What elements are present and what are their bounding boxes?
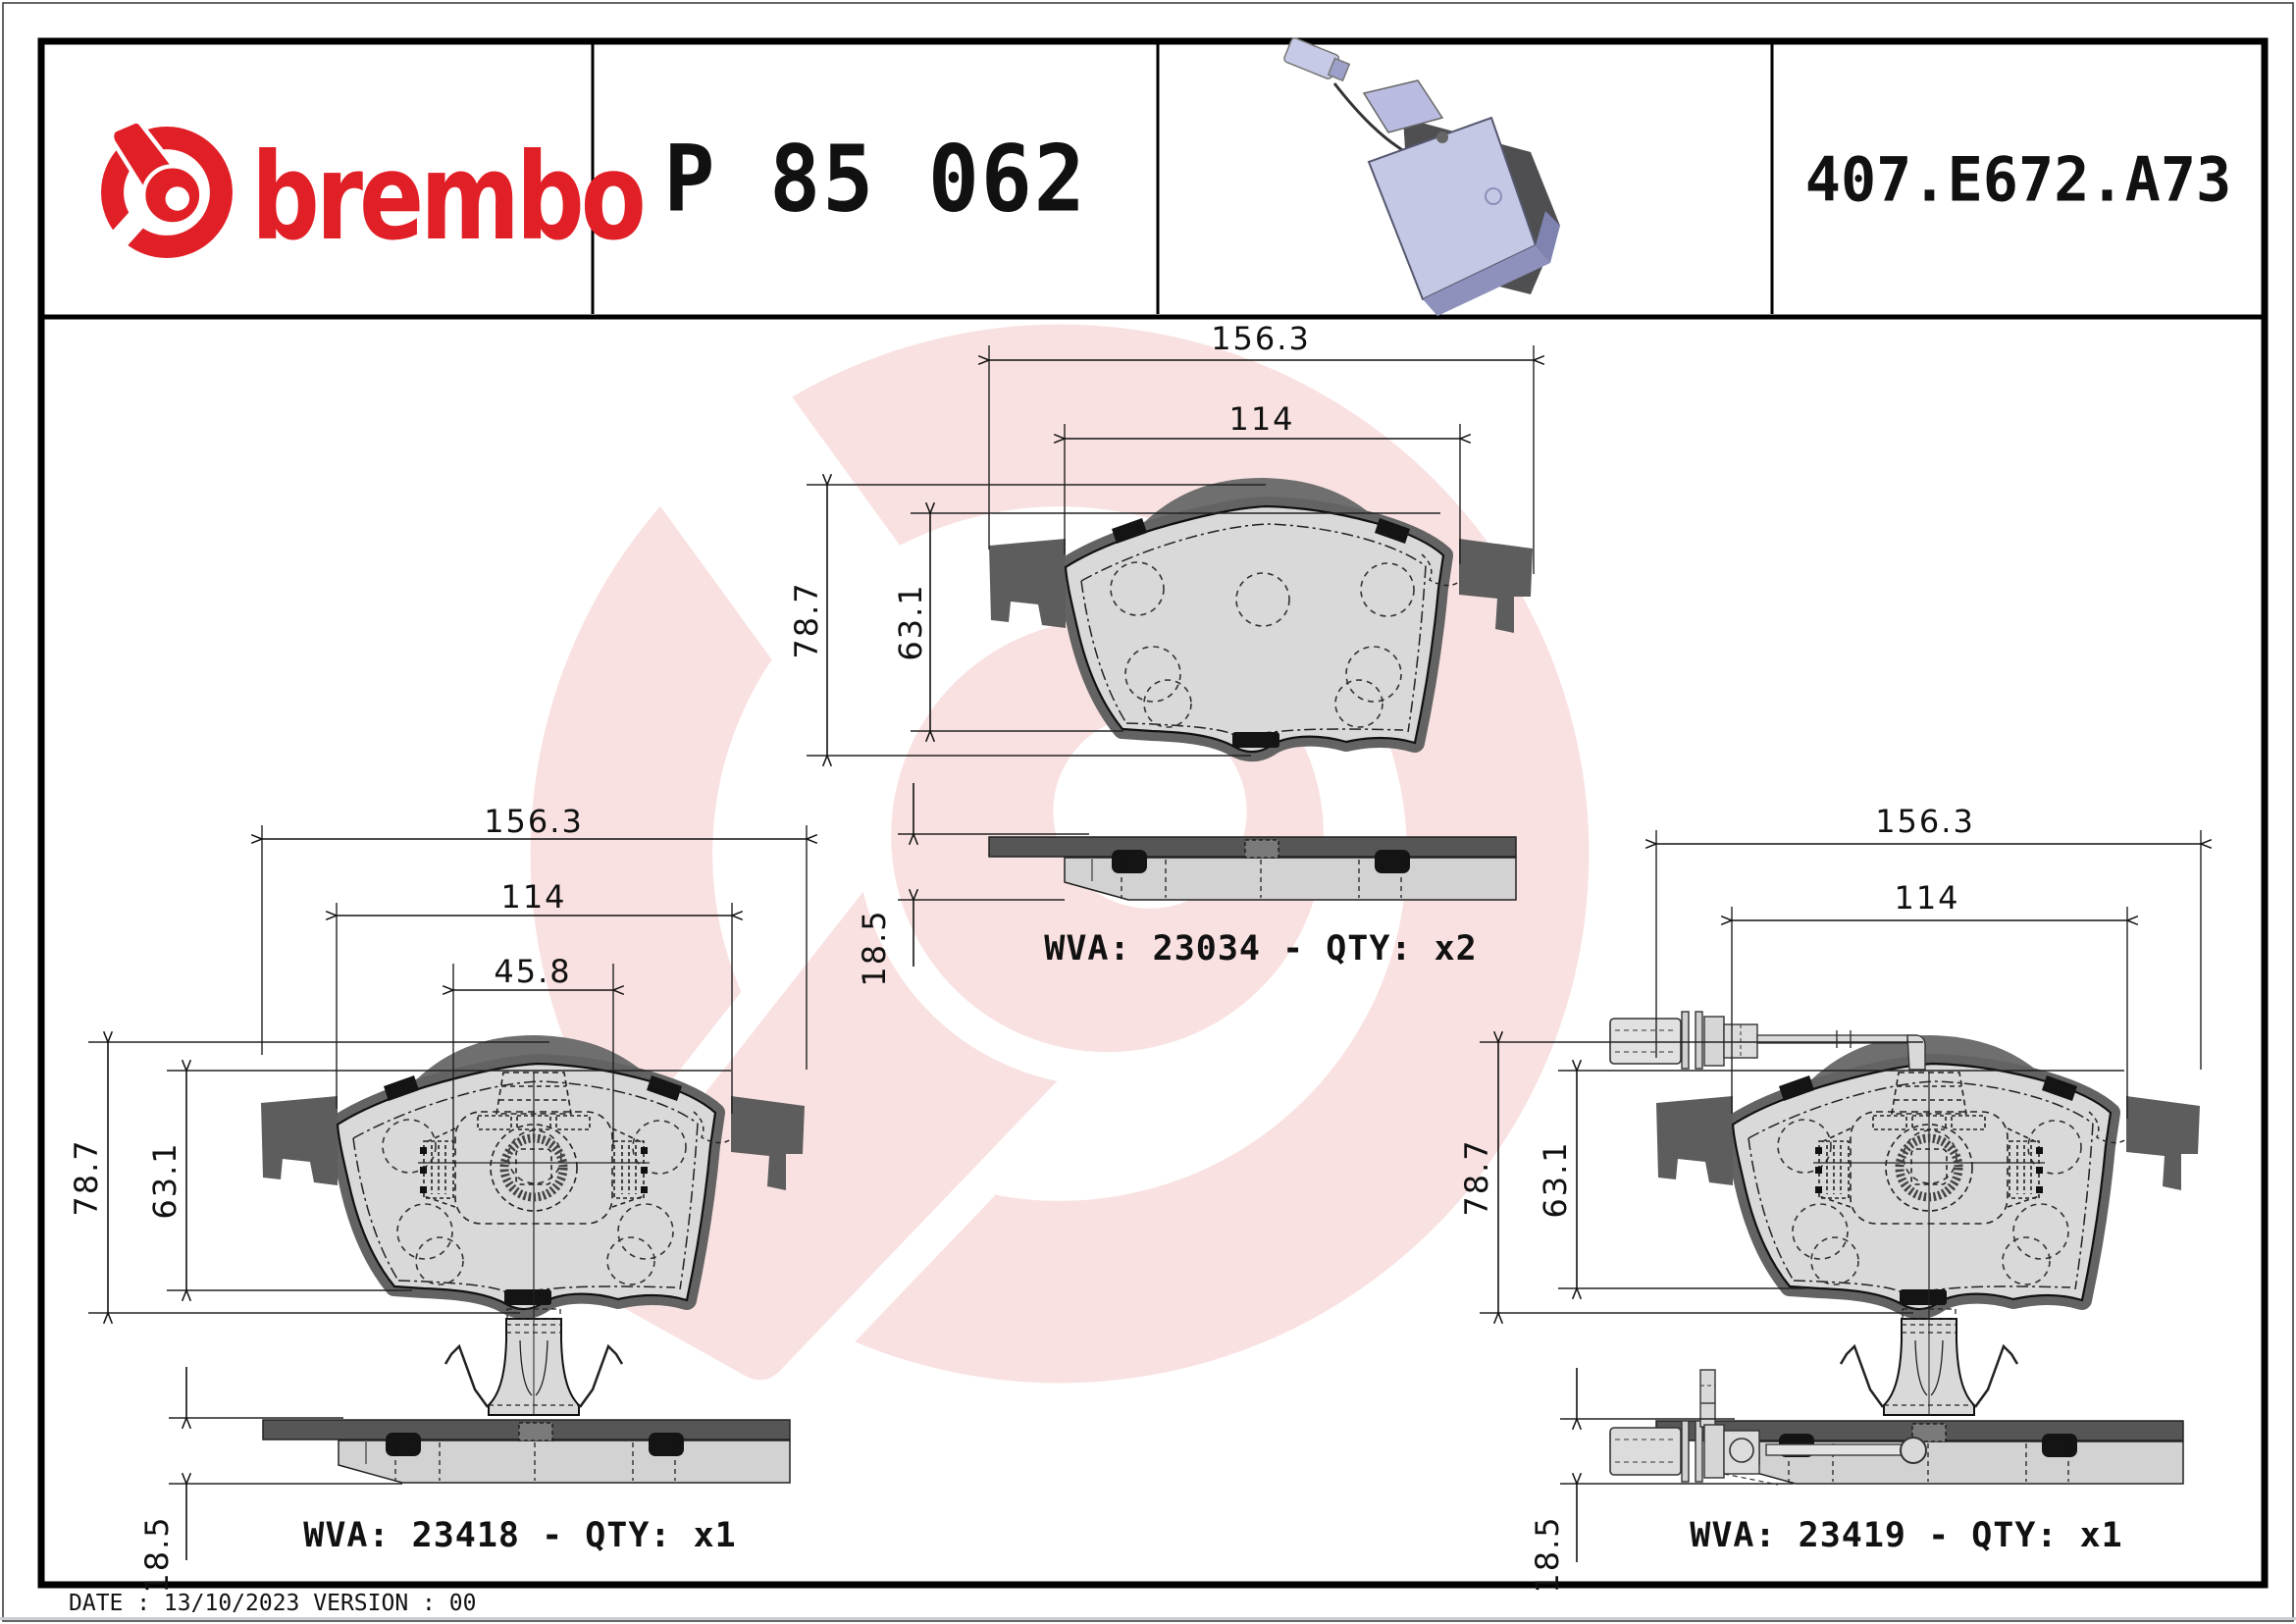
dim-br-overall-width: 156.3 xyxy=(1875,803,1975,840)
dim-bl-thickness: 18.5 xyxy=(138,1515,176,1594)
part-number: P 85 062 xyxy=(663,126,1087,234)
dim-bl-overall-height: 78.7 xyxy=(68,1138,105,1217)
catalog-code: 407.E672.A73 xyxy=(1804,143,2232,216)
footer-info: DATE : 13/10/2023 VERSION : 00 xyxy=(69,1591,477,1616)
wva-label-bottom-left: WVA: 23418 - QTY: x1 xyxy=(303,1516,737,1555)
pad-3d-render xyxy=(1283,37,1560,316)
brembo-logo-icon xyxy=(90,122,222,270)
dim-br-overall-height: 78.7 xyxy=(1458,1138,1495,1217)
wva-label-top: WVA: 23034 - QTY: x2 xyxy=(1044,929,1478,969)
dim-br-thickness: 18.5 xyxy=(1529,1515,1566,1594)
wear-sensor-face xyxy=(1609,1011,1926,1071)
dim-top-overall-height: 78.7 xyxy=(788,581,825,659)
dim-top-thickness: 18.5 xyxy=(856,909,893,987)
dim-bl-pad-height: 63.1 xyxy=(146,1141,183,1220)
wva-label-bottom-right: WVA: 23419 - QTY: x1 xyxy=(1690,1516,2123,1555)
dim-top-pad-height: 63.1 xyxy=(892,583,929,661)
wear-sensor-side xyxy=(1609,1369,1927,1486)
dim-br-pad-height: 63.1 xyxy=(1537,1140,1574,1219)
brembo-wordmark: brembo xyxy=(251,128,647,267)
dim-br-pad-width: 114 xyxy=(1894,879,1960,917)
drawing-top-pad xyxy=(807,345,1534,967)
dim-bl-overall-width: 156.3 xyxy=(484,803,584,840)
dim-bl-pad-width: 114 xyxy=(500,878,567,916)
dim-bl-piston-width: 45.8 xyxy=(494,953,572,990)
dim-top-pad-width: 114 xyxy=(1228,400,1295,438)
dim-top-overall-width: 156.3 xyxy=(1211,320,1311,357)
drawing-bottom-left-pad xyxy=(88,825,807,1560)
drawing-bottom-right-pad xyxy=(1480,830,2201,1562)
